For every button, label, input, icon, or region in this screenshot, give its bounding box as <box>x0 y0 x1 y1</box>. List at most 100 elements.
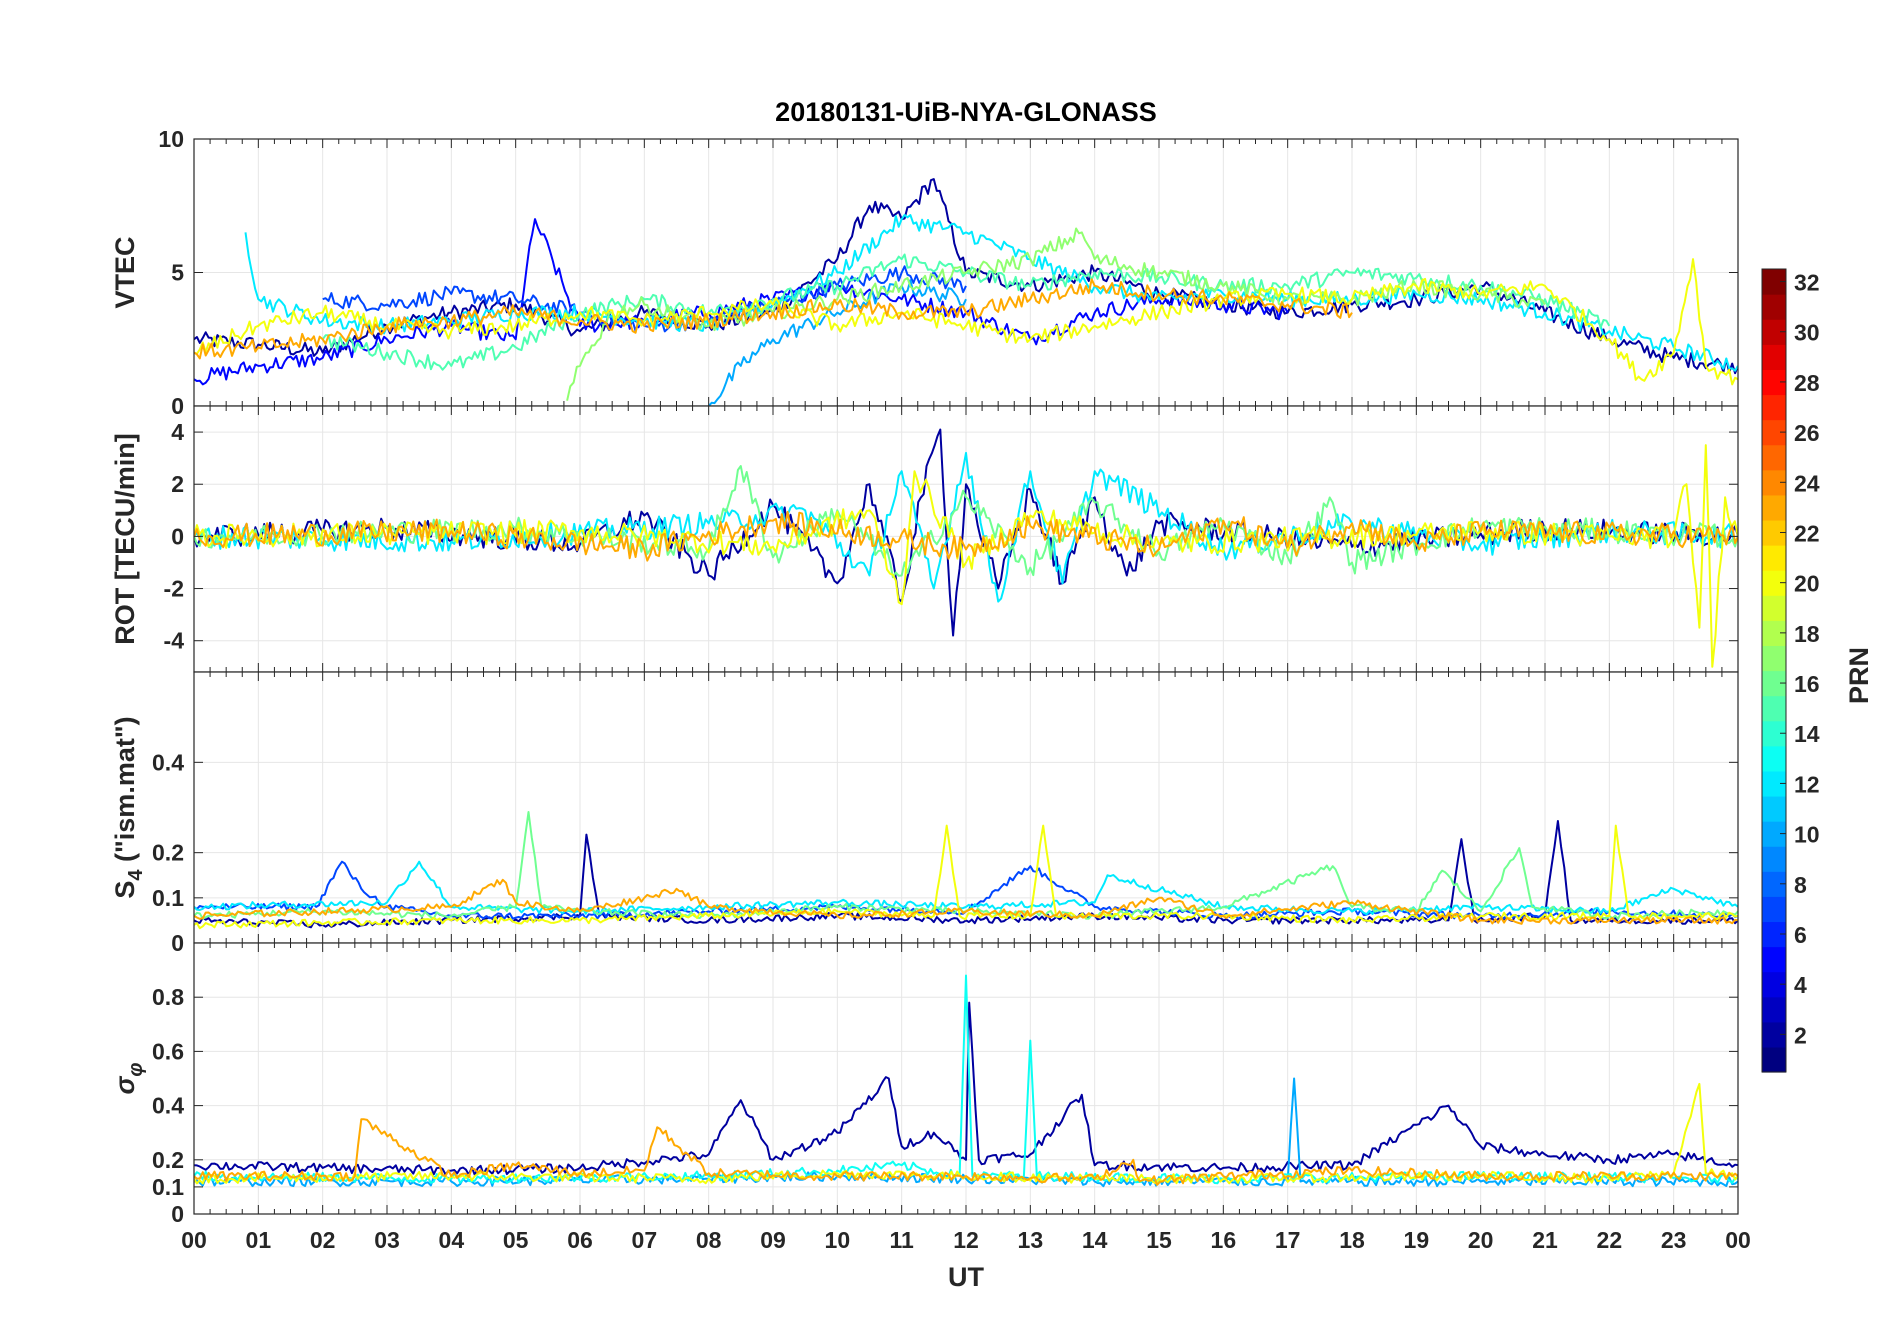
x-tick-label: 09 <box>760 1227 786 1253</box>
colorbar-tick-label: 18 <box>1794 621 1820 647</box>
x-tick-label: 13 <box>1018 1227 1044 1253</box>
x-tick-label: 05 <box>503 1227 529 1253</box>
x-tick-label: 08 <box>696 1227 722 1253</box>
panel-rot: -4 -2 0 2 4 ROT [TECU/min] <box>110 405 1739 673</box>
x-tick-label: 00 <box>181 1227 207 1253</box>
y-tick-label-sigma_phi: 0.1 <box>152 1174 184 1200</box>
y-tick-label-s4: 0 <box>171 930 184 956</box>
y-tick-label-vtec: 0 <box>171 393 184 419</box>
series-line-prn-23 <box>194 1118 1738 1186</box>
x-tick-label: 16 <box>1211 1227 1237 1253</box>
series-group-s4 <box>194 811 1738 930</box>
y-tick-label-rot: -2 <box>164 576 184 602</box>
colorbar-tick-label: 20 <box>1794 571 1820 597</box>
colorbar-swatch <box>1762 896 1786 923</box>
x-tick-label: 22 <box>1597 1227 1623 1253</box>
panel-vtec: 0 5 10 VTEC <box>110 126 1739 419</box>
x-tick-labels: 00 01 02 03 04 05 06 07 08 09 10 11 12 13 14 15 16 17 18 19… <box>181 1227 1751 1253</box>
colorbar-tick-label: 6 <box>1794 922 1807 948</box>
x-tick-label: 02 <box>310 1227 336 1253</box>
x-tick-label: 03 <box>374 1227 400 1253</box>
series-line-prn-12 <box>194 451 1738 603</box>
panel-s4: 0 0.1 0.2 0.4S4 ("ism.mat") <box>110 671 1739 956</box>
y-tick-label-rot: 2 <box>171 471 184 497</box>
series-line-prn-10 <box>194 1077 1738 1188</box>
series-line-prn-23 <box>194 878 1738 925</box>
y-tick-label-sigma_phi: 0.8 <box>152 984 184 1010</box>
colorbar-tick-label: 30 <box>1794 320 1820 346</box>
colorbar-tick-label: 12 <box>1794 771 1820 797</box>
colorbar-tick-label: 4 <box>1794 972 1807 998</box>
y-axis-label-s4: S4 ("ism.mat") <box>110 716 147 898</box>
colorbar-swatch <box>1762 996 1786 1023</box>
colorbar-frame <box>1761 268 1787 1073</box>
colorbar-tick-label: 2 <box>1794 1022 1807 1048</box>
x-tick-label: 10 <box>825 1227 851 1253</box>
x-tick-label: 04 <box>439 1227 465 1253</box>
y-tick-label-rot: 4 <box>171 419 184 445</box>
series-line-prn-20 <box>194 444 1738 668</box>
x-tick-label: 12 <box>953 1227 979 1253</box>
series-line-prn-23 <box>194 278 1353 360</box>
series-group-vtec <box>194 178 1738 406</box>
colorbar-tick-label: 16 <box>1794 671 1820 697</box>
y-tick-label-rot: -4 <box>164 628 185 654</box>
colorbar-label: PRN <box>1844 647 1874 704</box>
y-tick-label-sigma_phi: 0.6 <box>152 1038 184 1064</box>
x-tick-label: 18 <box>1339 1227 1365 1253</box>
y-tick-label-vtec: 5 <box>171 260 184 286</box>
x-tick-label: 17 <box>1275 1227 1301 1253</box>
y-tick-label-sigma_phi: 0.2 <box>152 1147 184 1173</box>
colorbar-swatch <box>1762 444 1786 471</box>
colorbar-swatch <box>1762 344 1786 370</box>
y-tick-label-s4: 0.4 <box>152 749 184 775</box>
colorbar-tick-label: 10 <box>1794 822 1820 848</box>
colorbar-swatch <box>1762 745 1786 772</box>
y-tick-label-s4: 0.2 <box>152 840 184 866</box>
colorbar-swatch <box>1762 545 1786 571</box>
y-tick-label-rot: 0 <box>171 523 184 549</box>
x-tick-label: 15 <box>1146 1227 1172 1253</box>
x-tick-label: 07 <box>632 1227 658 1253</box>
colorbar-swatch <box>1762 946 1786 973</box>
x-tick-label: 01 <box>246 1227 272 1253</box>
x-tick-label: 06 <box>567 1227 593 1253</box>
colorbar-tick-label: 28 <box>1794 370 1820 396</box>
colorbar-tick-label: 26 <box>1794 420 1820 446</box>
y-tick-label-vtec: 10 <box>158 126 184 152</box>
panel-sigma_phi: 00.10.2 0.4 0.6 0.8 σφ <box>110 942 1739 1227</box>
series-line-prn-16 <box>194 465 1738 579</box>
colorbar-swatch <box>1762 645 1786 672</box>
colorbar-tick-label: 22 <box>1794 520 1820 546</box>
x-tick-label: 19 <box>1404 1227 1430 1253</box>
colorbar-swatch <box>1762 294 1786 320</box>
colorbar-swatch <box>1762 595 1786 621</box>
x-tick-label: 20 <box>1468 1227 1494 1253</box>
y-axis-label-sigma_phi: σφ <box>110 1063 147 1095</box>
y-tick-label-sigma_phi: 0.4 <box>152 1093 184 1119</box>
figure-title: 20180131-UiB-NYA-GLONASS <box>775 97 1157 127</box>
colorbar-swatch <box>1762 795 1786 822</box>
colorbar-tick-label: 8 <box>1794 872 1807 898</box>
colorbar-swatch <box>1762 394 1786 421</box>
series-line-prn-5 <box>194 218 1289 386</box>
colorbar-swatch <box>1762 494 1786 521</box>
y-axis-label-rot: ROT [TECU/min] <box>110 433 140 644</box>
x-tick-label: 23 <box>1661 1227 1687 1253</box>
colorbar-swatch <box>1762 846 1786 872</box>
y-tick-label-sigma_phi: 0 <box>171 1201 184 1227</box>
x-tick-label: 00 <box>1725 1227 1751 1253</box>
x-tick-label: 11 <box>890 1227 915 1253</box>
series-group-sigma_phi <box>194 974 1738 1188</box>
series-line-prn-2 <box>194 1001 1738 1176</box>
colorbar-tick-label: 14 <box>1794 721 1820 747</box>
series-group-rot <box>194 428 1738 668</box>
colorbar-swatch <box>1762 695 1786 722</box>
y-axis-label-vtec: VTEC <box>110 236 140 308</box>
colorbar-tick-label: 32 <box>1794 270 1820 296</box>
x-tick-label: 14 <box>1082 1227 1108 1253</box>
colorbar-swatch <box>1762 1046 1786 1073</box>
